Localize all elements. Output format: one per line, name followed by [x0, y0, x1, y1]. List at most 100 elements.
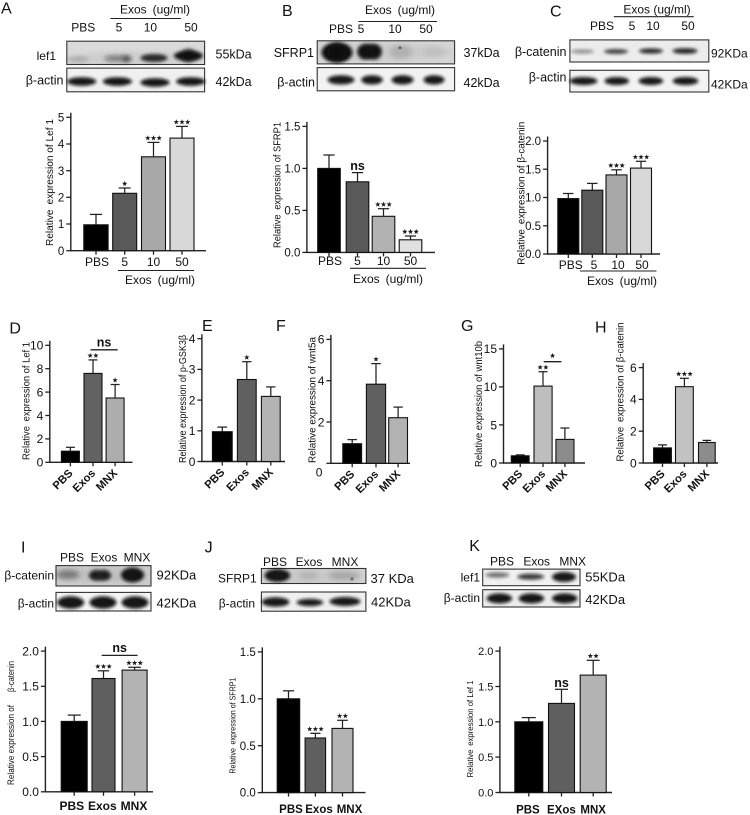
svg-text:8: 8: [37, 362, 44, 376]
svg-text:G: G: [461, 318, 473, 335]
svg-text:PBS: PBS: [559, 258, 583, 272]
svg-text:1.5: 1.5: [22, 680, 39, 694]
svg-text:I: I: [21, 540, 25, 557]
svg-text:Exos (ug/ml): Exos (ug/ml): [120, 3, 190, 17]
svg-text:10: 10: [30, 339, 44, 353]
svg-text:3: 3: [189, 363, 196, 377]
svg-text:Relative expression of Lef 1: Relative expression of Lef 1: [44, 119, 56, 246]
svg-text:MNX: MNX: [580, 805, 606, 815]
svg-text:6: 6: [318, 333, 325, 347]
svg-text:1.5: 1.5: [240, 647, 256, 659]
svg-text:0.5: 0.5: [284, 206, 300, 218]
svg-text:10: 10: [611, 258, 625, 272]
svg-text:PBS: PBS: [85, 255, 109, 269]
svg-text:1: 1: [189, 424, 196, 438]
svg-text:42KDa: 42KDa: [157, 596, 198, 611]
svg-text:2.0: 2.0: [478, 646, 493, 658]
svg-text:5: 5: [354, 254, 361, 268]
svg-text:PBS: PBS: [516, 805, 540, 815]
svg-text:β-actin: β-actin: [444, 591, 480, 605]
svg-text:B: B: [282, 3, 293, 20]
svg-text:10: 10: [147, 255, 161, 269]
svg-text:0: 0: [490, 456, 497, 470]
svg-text:42KDa: 42KDa: [585, 592, 626, 607]
svg-text:10: 10: [388, 22, 402, 36]
svg-text:2: 2: [37, 432, 44, 446]
svg-text:β-actin: β-actin: [26, 74, 64, 88]
svg-text:Relative expression of Lef 1: Relative expression of Lef 1: [465, 680, 475, 777]
svg-text:lef1: lef1: [37, 49, 57, 63]
svg-text:ns: ns: [112, 641, 127, 655]
svg-text:10: 10: [377, 254, 391, 268]
svg-text:lef1: lef1: [461, 571, 481, 585]
svg-text:0.0: 0.0: [284, 248, 300, 260]
svg-text:6: 6: [630, 361, 637, 375]
svg-text:PBS: PBS: [590, 19, 614, 33]
svg-text:β-actin: β-actin: [529, 71, 567, 85]
svg-text:4: 4: [58, 139, 65, 151]
svg-text:Exos: Exos: [296, 555, 323, 569]
svg-text:0: 0: [189, 455, 196, 469]
svg-text:K: K: [469, 538, 480, 555]
svg-text:10: 10: [646, 19, 660, 33]
svg-text:50: 50: [184, 21, 198, 35]
svg-text:β-catenin: β-catenin: [6, 661, 16, 692]
svg-text:0.0: 0.0: [478, 788, 493, 800]
svg-text:55KDa: 55KDa: [585, 570, 626, 585]
svg-text:Exos: Exos: [91, 551, 118, 565]
svg-text:Exos (ug/ml): Exos (ug/ml): [587, 274, 657, 288]
svg-text:β-actin: β-actin: [18, 597, 54, 611]
svg-text:MNX: MNX: [124, 551, 151, 565]
svg-text:1.5: 1.5: [284, 122, 300, 134]
svg-text:1.5: 1.5: [478, 681, 493, 693]
svg-text:0: 0: [37, 456, 44, 470]
svg-text:37 KDa: 37 KDa: [371, 571, 415, 586]
svg-text:1.0: 1.0: [478, 717, 493, 729]
svg-text:MNX: MNX: [559, 555, 586, 569]
svg-text:0.0: 0.0: [240, 788, 256, 800]
svg-text:1.0: 1.0: [22, 715, 39, 729]
svg-text:2: 2: [189, 393, 196, 407]
svg-text:37kDa: 37kDa: [464, 46, 500, 60]
svg-text:Exos (ug/ml): Exos (ug/ml): [623, 3, 690, 17]
svg-text:10: 10: [144, 21, 158, 35]
svg-text:PBS: PBS: [60, 551, 84, 565]
svg-text:10: 10: [484, 380, 498, 394]
svg-text:4: 4: [189, 332, 196, 346]
svg-text:A: A: [1, 1, 12, 18]
svg-text:6: 6: [37, 385, 44, 399]
svg-text:MNX: MNX: [121, 799, 148, 813]
svg-text:4: 4: [37, 409, 44, 423]
svg-text:ns: ns: [350, 159, 365, 173]
svg-text:0.0: 0.0: [22, 785, 39, 799]
svg-text:PBS: PBS: [59, 799, 84, 813]
svg-text:5: 5: [116, 21, 123, 35]
svg-text:55kDa: 55kDa: [216, 48, 252, 62]
svg-text:β-actin: β-actin: [219, 597, 255, 611]
svg-text:0.5: 0.5: [22, 750, 39, 764]
svg-text:2: 2: [58, 193, 64, 205]
svg-text:β-actin: β-actin: [277, 76, 315, 90]
svg-text:β-catenin: β-catenin: [515, 45, 567, 59]
svg-text:Relative expression of SFRP1: Relative expression of SFRP1: [272, 122, 284, 248]
svg-text:0.5: 0.5: [525, 221, 541, 233]
svg-text:5: 5: [490, 418, 497, 432]
svg-text:1: 1: [58, 219, 64, 231]
svg-text:J: J: [205, 540, 213, 557]
svg-text:Exos: Exos: [305, 804, 333, 815]
svg-text:Exos: Exos: [523, 555, 550, 569]
svg-text:4: 4: [318, 374, 325, 388]
svg-text:42KDa: 42KDa: [371, 595, 412, 610]
svg-text:H: H: [595, 319, 607, 336]
svg-text:Relative expression of Lef 1: Relative expression of Lef 1: [22, 342, 33, 460]
svg-text:42KDa: 42KDa: [711, 78, 748, 92]
svg-text:0: 0: [58, 246, 64, 258]
svg-text:F: F: [276, 318, 286, 335]
svg-text:50: 50: [635, 258, 649, 272]
svg-text:50: 50: [404, 254, 418, 268]
svg-text:5: 5: [358, 22, 365, 36]
svg-text:92KDa: 92KDa: [157, 568, 198, 583]
svg-text:0.0: 0.0: [525, 249, 541, 261]
svg-text:1.0: 1.0: [240, 694, 256, 706]
svg-text:Exos (ug/ml): Exos (ug/ml): [125, 273, 195, 287]
